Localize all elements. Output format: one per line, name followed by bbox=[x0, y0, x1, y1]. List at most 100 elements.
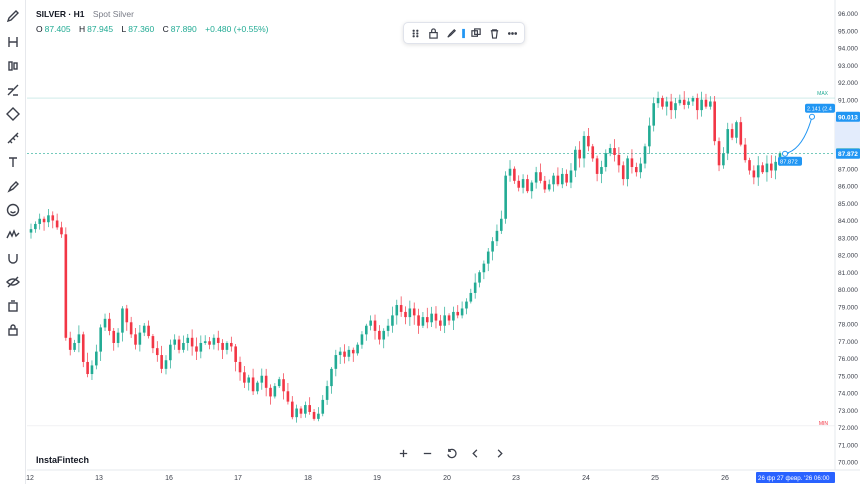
candle-body bbox=[382, 330, 386, 340]
candle-body bbox=[600, 167, 603, 174]
candle-body bbox=[552, 175, 555, 185]
candle-body bbox=[160, 355, 163, 369]
candle-body bbox=[674, 103, 677, 111]
brush-icon[interactable] bbox=[3, 176, 23, 196]
candle-body bbox=[517, 180, 521, 188]
candle-body bbox=[430, 313, 433, 323]
candle-body bbox=[116, 332, 120, 343]
candle-body bbox=[51, 215, 55, 221]
candle-body bbox=[129, 322, 133, 335]
high-value: 87.945 bbox=[87, 24, 114, 34]
candle-body bbox=[238, 361, 242, 373]
trash-icon[interactable] bbox=[486, 24, 502, 42]
candle-body bbox=[717, 141, 721, 166]
current-price-tag: 87.872 bbox=[838, 151, 858, 158]
drag-handle-icon[interactable] bbox=[408, 24, 424, 42]
lock-icon[interactable] bbox=[426, 24, 442, 42]
candle-body bbox=[282, 379, 285, 392]
candle-body bbox=[112, 330, 116, 343]
candle-body bbox=[42, 218, 46, 223]
candle-body bbox=[365, 325, 368, 335]
y-tick-label: 92.000 bbox=[838, 80, 858, 87]
candle-body bbox=[534, 172, 538, 183]
lock-icon[interactable] bbox=[3, 320, 23, 340]
candle-body bbox=[482, 263, 486, 273]
y-tick-label: 78.000 bbox=[838, 322, 858, 329]
zoom-out-icon[interactable] bbox=[417, 443, 437, 463]
candle-body bbox=[169, 344, 172, 361]
candle-body bbox=[68, 337, 72, 350]
candle-body bbox=[155, 348, 159, 356]
candle-body bbox=[665, 101, 669, 107]
candle-body bbox=[478, 272, 481, 283]
candle-body bbox=[29, 229, 33, 233]
magnet-icon[interactable] bbox=[3, 248, 23, 268]
y-tick-label: 72.000 bbox=[838, 425, 858, 432]
x-tick-label: 24 bbox=[582, 475, 590, 482]
symbol-description: Spot Silver bbox=[92, 9, 134, 19]
brand-logo: InstaFintech bbox=[36, 455, 90, 465]
candle-body bbox=[173, 339, 177, 345]
candle-body bbox=[656, 98, 660, 104]
y-tick-label: 96.000 bbox=[838, 11, 858, 18]
drawing-current-tag bbox=[778, 156, 802, 166]
candle-body bbox=[86, 361, 89, 375]
candle-body bbox=[304, 405, 307, 414]
candle-body bbox=[748, 160, 751, 171]
candle-body bbox=[199, 342, 203, 352]
y-tick-label: 86.000 bbox=[838, 184, 858, 191]
y-tick-label: 77.000 bbox=[838, 339, 858, 346]
candle-body bbox=[295, 408, 298, 418]
candle-body bbox=[574, 149, 577, 171]
projection-start-handle bbox=[782, 150, 788, 157]
clone-icon[interactable] bbox=[469, 24, 485, 42]
hide-icon[interactable] bbox=[3, 272, 23, 292]
candle-body bbox=[752, 170, 756, 178]
candle-body bbox=[761, 165, 764, 173]
brush-icon[interactable] bbox=[444, 24, 460, 42]
low-value: 87.360 bbox=[128, 24, 155, 34]
reset-icon[interactable] bbox=[441, 443, 461, 463]
color-swatch-icon[interactable] bbox=[461, 24, 466, 42]
candle-body bbox=[47, 215, 50, 223]
scroll-left-icon[interactable] bbox=[465, 443, 485, 463]
pencil-icon[interactable] bbox=[3, 6, 23, 26]
candle-body bbox=[486, 251, 490, 264]
x-tick-label: 16 bbox=[165, 475, 173, 482]
trend-line-icon[interactable] bbox=[3, 56, 23, 76]
pattern-icon[interactable] bbox=[3, 104, 23, 124]
candle-body bbox=[530, 182, 534, 192]
candle-body bbox=[334, 355, 338, 369]
candle-body bbox=[604, 153, 608, 168]
ai-icon[interactable] bbox=[3, 296, 23, 316]
crosshair-icon[interactable] bbox=[3, 32, 23, 52]
y-tick-label: 84.000 bbox=[838, 218, 858, 225]
candle-body bbox=[648, 125, 651, 147]
symbol-label[interactable]: SILVER · H1 bbox=[36, 9, 85, 19]
fib-icon[interactable] bbox=[3, 80, 23, 100]
y-tick-label: 79.000 bbox=[838, 304, 858, 311]
projection-line bbox=[784, 116, 813, 155]
zoom-in-icon[interactable] bbox=[393, 443, 413, 463]
candle-body bbox=[256, 382, 259, 392]
text-icon[interactable] bbox=[3, 152, 23, 172]
waves-icon[interactable] bbox=[3, 224, 23, 244]
candle-body bbox=[669, 101, 673, 111]
candle-body bbox=[452, 311, 455, 321]
candle-body bbox=[687, 101, 690, 105]
candle-body bbox=[108, 318, 111, 331]
candle-body bbox=[621, 165, 625, 180]
emoji-icon[interactable] bbox=[3, 200, 23, 220]
y-tick-label: 93.000 bbox=[838, 63, 858, 70]
candle-body bbox=[547, 184, 551, 190]
drawing-current-text: 87.872 bbox=[780, 160, 798, 166]
candle-body bbox=[338, 351, 342, 356]
more-icon[interactable] bbox=[504, 24, 520, 42]
measure-icon[interactable] bbox=[3, 128, 23, 148]
candle-body bbox=[95, 351, 98, 366]
candle-body bbox=[456, 311, 460, 316]
candle-body bbox=[495, 230, 499, 242]
scroll-right-icon[interactable] bbox=[489, 443, 509, 463]
candle-body bbox=[330, 368, 333, 387]
